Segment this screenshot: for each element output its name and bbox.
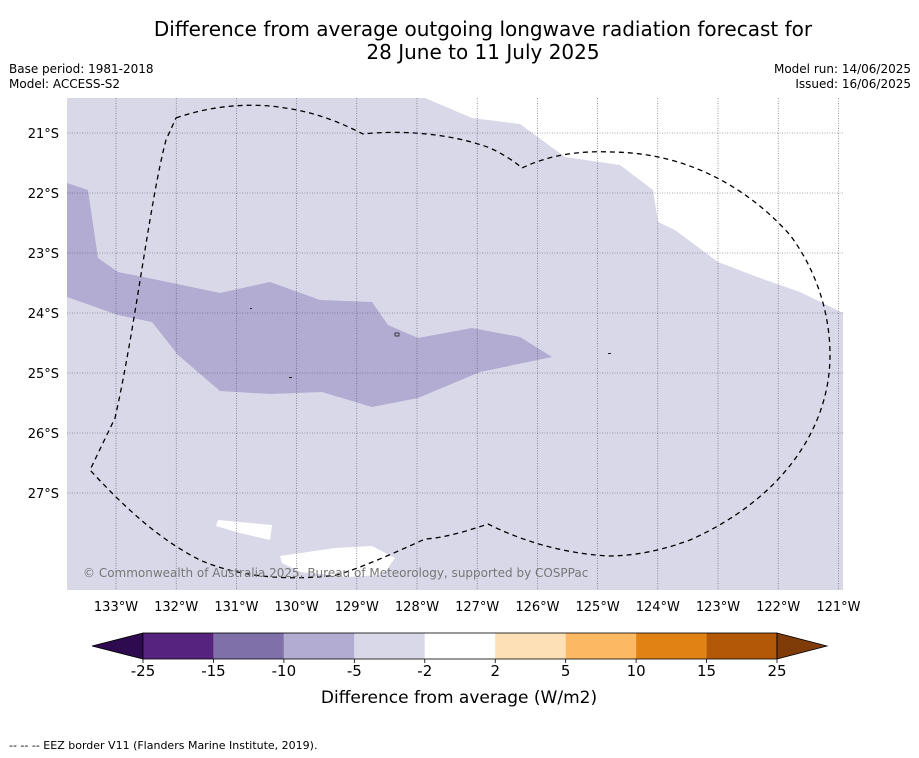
colorbar-tick-label: 15 (697, 662, 716, 680)
longitude-label: 129°W (335, 600, 379, 615)
longitude-label: 126°W (515, 600, 559, 615)
colorbar-tick-label: -15 (201, 662, 226, 680)
colorbar: -25 -15 -10 -5 -2 2 5 10 15 25 (91, 632, 829, 680)
longitude-label: 131°W (214, 600, 258, 615)
latitude-label: 23°S (28, 247, 59, 262)
colorbar-segment (636, 633, 707, 659)
colorbar-extend-low (91, 632, 144, 660)
model-info: Base period: 1981-2018 Model: ACCESS-S2 (9, 62, 154, 92)
colorbar-label: Difference from average (W/m2) (321, 688, 597, 708)
longitude-label: 121°W (816, 600, 860, 615)
eez-legend-note: -- -- -- EEZ border V11 (Flanders Marine… (9, 739, 318, 752)
latitude-labels: 21°S 22°S 23°S 24°S 25°S 26°S 27°S (28, 127, 59, 502)
colorbar-outline (142, 632, 778, 660)
map-area (67, 98, 843, 590)
colorbar-tick-label: -25 (131, 662, 156, 680)
colorbar-segment (424, 633, 496, 659)
longitude-labels: 133°W 132°W 131°W 130°W 129°W 128°W 127°W 126°W… (94, 600, 861, 615)
longitude-label: 122°W (756, 600, 800, 615)
colorbar-segment (283, 633, 355, 659)
near-average-region-north (425, 98, 843, 313)
colorbar-tick-label: 25 (767, 662, 786, 680)
latitude-label: 25°S (28, 367, 59, 382)
colorbar-segment (565, 633, 637, 659)
colorbar-segment (143, 633, 214, 659)
latitude-label: 24°S (28, 307, 59, 322)
model-name: Model: ACCESS-S2 (9, 77, 121, 91)
colorbar-tick-label: -2 (417, 662, 432, 680)
latitude-label: 21°S (28, 127, 59, 142)
medium-anomaly-region (67, 183, 552, 407)
title-line-1: Difference from average outgoing longwav… (153, 17, 813, 41)
colorbar-tick-label: -5 (347, 662, 362, 680)
base-period: Base period: 1981-2018 (9, 62, 154, 76)
latitude-label: 22°S (28, 187, 59, 202)
near-average-patch-2 (280, 546, 395, 577)
latitude-label: 27°S (28, 487, 59, 502)
colorbar-tick-label: -10 (272, 662, 297, 680)
colorbar-segment (495, 633, 566, 659)
model-run: Model run: 14/06/2025 (773, 62, 911, 76)
grid-lines (67, 98, 843, 590)
colorbar-tick-label: 2 (490, 662, 500, 680)
longitude-label: 124°W (636, 600, 680, 615)
longitude-label: 127°W (455, 600, 499, 615)
near-average-patch-1 (216, 520, 272, 540)
speckle (289, 377, 292, 378)
run-info: Model run: 14/06/2025 Issued: 16/06/2025 (774, 62, 911, 92)
colorbar-tick-label: 5 (561, 662, 571, 680)
colorbar-extend-high (776, 632, 829, 660)
colorbar-segment (213, 633, 284, 659)
copyright-text: © Commonwealth of Australia 2025, Bureau… (83, 566, 588, 580)
eez-border (89, 104, 831, 579)
colorbar-segment (354, 633, 425, 659)
map-title: Difference from average outgoing longwav… (0, 18, 919, 64)
speckle (250, 308, 252, 309)
map-figure: © Commonwealth of Australia 2025, Bureau… (28, 98, 861, 708)
issued-date: Issued: 16/06/2025 (795, 77, 911, 91)
longitude-label: 132°W (154, 600, 198, 615)
longitude-label: 125°W (576, 600, 620, 615)
longitude-label: 130°W (275, 600, 319, 615)
longitude-label: 133°W (94, 600, 138, 615)
speckle (394, 332, 400, 337)
colorbar-segment (706, 633, 777, 659)
colorbar-tick-label: 10 (627, 662, 646, 680)
latitude-label: 26°S (28, 427, 59, 442)
title-line-2: 28 June to 11 July 2025 (366, 40, 600, 64)
longitude-label: 123°W (696, 600, 740, 615)
longitude-label: 128°W (395, 600, 439, 615)
speckle (608, 353, 611, 354)
